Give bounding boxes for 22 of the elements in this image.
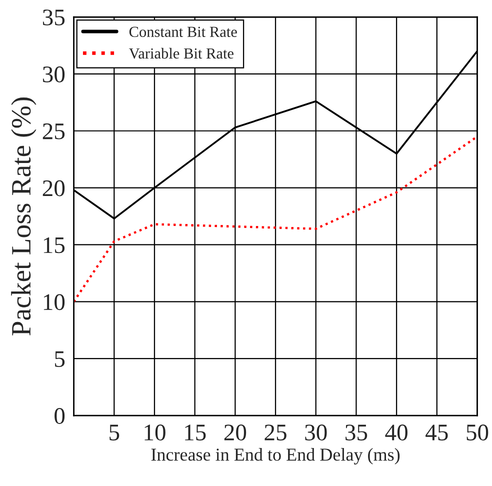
x-tick-label: 35	[346, 424, 368, 440]
y-tick-label: 5	[55, 351, 65, 368]
x-tick-label: 5	[110, 424, 120, 440]
legend-label: Constant Bit Rate	[129, 26, 237, 38]
x-tick-label: 20	[224, 424, 246, 440]
x-tick-label: 15	[185, 424, 206, 440]
x-axis-title: Increase in End to End Delay (ms)	[151, 448, 400, 464]
x-tick-label: 25	[264, 424, 286, 440]
y-tick-label: 20	[42, 180, 65, 196]
x-tick-label: 10	[144, 424, 166, 440]
x-tick-label: 45	[426, 424, 448, 440]
y-tick-label: 35	[42, 10, 65, 26]
y-tick-label: 0	[54, 408, 65, 424]
y-tick-label: 30	[42, 66, 65, 82]
legend-label: Variable Bit Rate	[128, 48, 234, 59]
x-tick-label: 40	[385, 424, 408, 440]
x-tick-label: 30	[305, 424, 327, 440]
y-tick-label: 15	[44, 237, 65, 254]
y-axis-title: Packet Loss Rate (%)	[11, 98, 36, 336]
y-tick-label: 25	[42, 123, 65, 140]
y-tick-label: 10	[44, 294, 65, 310]
x-tick-label: 50	[466, 424, 488, 440]
